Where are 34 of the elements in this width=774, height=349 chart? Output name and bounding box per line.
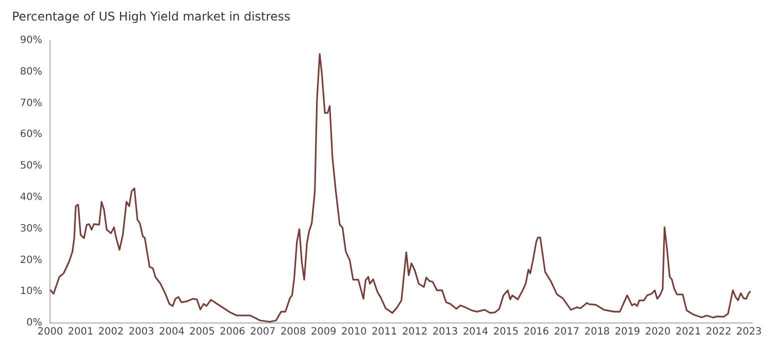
x-tick-label: 2005 <box>189 326 215 338</box>
x-tick-label: 2021 <box>675 326 701 338</box>
x-tick-label: 2007 <box>250 326 276 338</box>
x-tick-label: 2020 <box>645 326 671 338</box>
y-tick-label: 10% <box>20 286 42 298</box>
x-tick-label: 2019 <box>614 326 640 338</box>
x-tick-label: 2008 <box>280 326 306 338</box>
x-tick-label: 2002 <box>98 326 124 338</box>
x-tick-label: 2018 <box>584 326 610 338</box>
x-tick-label: 2022 <box>706 326 732 338</box>
y-tick-label: 80% <box>20 66 42 78</box>
y-tick-label: 40% <box>20 192 42 203</box>
y-tick-label: 50% <box>20 160 42 172</box>
y-tick-label: 60% <box>20 129 42 140</box>
y-tick-label: 20% <box>20 254 42 266</box>
x-tick-label: 2010 <box>341 326 367 338</box>
y-tick-label: 70% <box>20 98 42 109</box>
x-tick-label: 2013 <box>432 326 458 338</box>
y-tick-label: 90% <box>20 34 42 46</box>
x-tick-label: 2016 <box>524 326 550 338</box>
x-tick-label: 2009 <box>310 326 336 338</box>
x-tick-label: 2014 <box>462 326 488 338</box>
x-tick-label: 2017 <box>554 326 580 338</box>
x-tick-label: 2000 <box>38 326 63 338</box>
x-tick-label: 2006 <box>220 326 246 338</box>
x-tick-label: 2011 <box>372 326 398 338</box>
chart-title: Percentage of US High Yield market in distress <box>12 9 290 24</box>
x-tick-label: 2004 <box>159 326 184 338</box>
x-tick-label: 2003 <box>128 326 154 338</box>
x-tick-label: 2012 <box>402 326 428 338</box>
y-tick-label: 30% <box>20 223 42 234</box>
x-tick-label: 2015 <box>493 326 519 338</box>
x-tick-label: 2023 <box>736 326 762 338</box>
x-tick-label: 2001 <box>68 326 94 338</box>
